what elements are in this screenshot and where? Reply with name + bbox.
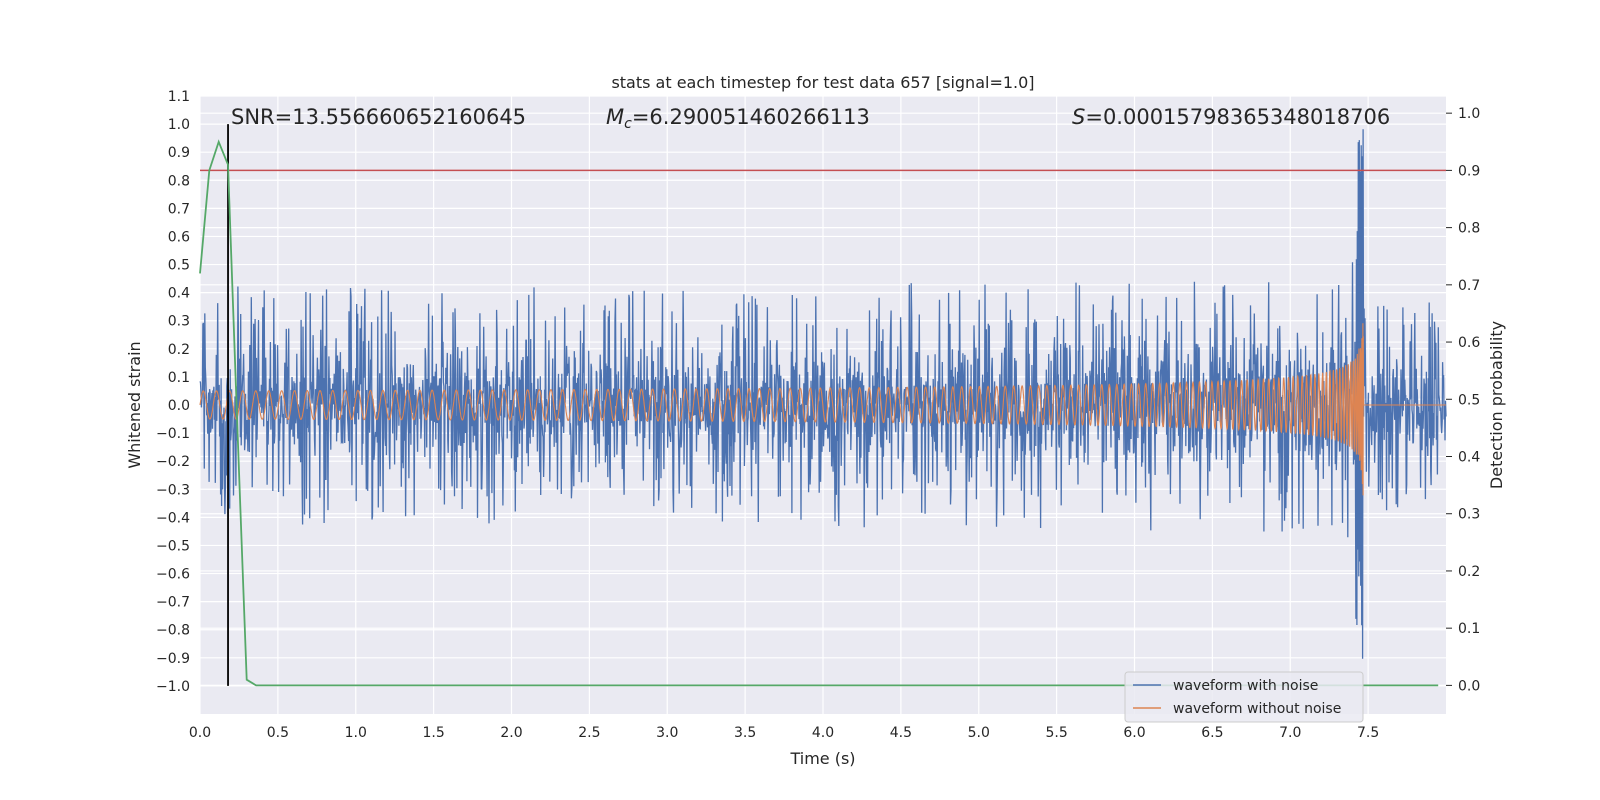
tick-labels: 0.0 0.5 1.0 1.5 2.0 2.5 3.0 3.5 4.0 4.5 5.0 5.5 6.0 6… [156,89,1480,741]
x-tick-label: 4.0 [812,725,834,741]
y2-tick-label: 1.0 [1458,106,1480,122]
snr-annotation: SNR=13.556660652160645 [231,105,526,129]
y2-tick-label: 0.1 [1458,621,1480,637]
waveforms [199,129,1447,659]
y-tick-label: 0.6 [168,229,190,245]
x-tick-label: 4.5 [890,725,912,741]
y2-tick-label: 0.0 [1458,678,1480,694]
x-tick-label: 7.0 [1279,725,1301,741]
y-tick-label: 0.2 [168,342,190,358]
x-tick-label: 5.5 [1045,725,1067,741]
legend: waveform with noise waveform without noi… [1124,671,1364,723]
y-tick-label: 0.8 [168,173,190,189]
detection-probability-line [199,139,1439,687]
x-tick-label: 2.5 [578,725,600,741]
y2-tick-label: 0.5 [1458,392,1480,408]
y-tick-label: 0.7 [168,201,190,217]
y2-tick-label: 0.7 [1458,278,1480,294]
x-tick-label: 3.5 [734,725,756,741]
y-tick-label: 0.0 [168,398,190,414]
y-tick-label: −0.9 [156,651,190,667]
y-tick-label: 0.5 [168,258,190,274]
s-value: =0.00015798365348018706 [1085,105,1390,129]
y2-tick-label: 0.8 [1458,221,1480,237]
mc-symbol: M [606,105,624,129]
chart-title: stats at each timestep for test data 657… [611,73,1034,92]
y-tick-label: −0.1 [156,426,190,442]
y2-tick-label: 0.6 [1458,335,1480,351]
y-tick-label: −1.0 [156,679,190,695]
y2-tick-label: 0.4 [1458,450,1480,466]
y-tick-label: 1.1 [168,89,190,105]
s-symbol: S [1072,105,1085,129]
x-tick-label: 6.0 [1123,725,1145,741]
s-annotation: S=0.00015798365348018706 [1072,105,1390,129]
x-tick-label: 0.0 [189,725,211,741]
noisy-waveform-line [199,129,1447,659]
x-tick-label: 7.5 [1357,725,1379,741]
x-tick-label: 1.5 [422,725,444,741]
y-tick-label: −0.7 [156,595,190,611]
y2-axis-label: Detection probability [1487,321,1506,489]
y2-tick-label: 0.2 [1458,564,1480,580]
x-tick-label: 0.5 [267,725,289,741]
y-axis-label: Whitened strain [125,341,144,468]
x-tick-label: 6.5 [1201,725,1223,741]
y-tick-label: 0.9 [168,145,190,161]
y2-tick-label: 0.3 [1458,507,1480,523]
y-tick-label: −0.3 [156,482,190,498]
y-tick-label: 0.4 [168,286,190,302]
legend-label-noise: waveform with noise [1173,678,1318,694]
y-tick-label: 0.1 [168,370,190,386]
mc-value: =6.290051460266113 [632,105,870,129]
chirp-mass-annotation: Mc=6.290051460266113 [606,105,870,132]
overlays [199,124,1446,687]
y-tick-label: −0.2 [156,454,190,470]
y-tick-label: −0.5 [156,538,190,554]
x-tick-label: 2.0 [500,725,522,741]
mc-subscript: c [624,116,632,132]
y2-tick-label: 0.9 [1458,163,1480,179]
y-tick-label: 0.3 [168,314,190,330]
x-tick-label: 3.0 [656,725,678,741]
y-tick-label: −0.6 [156,567,190,583]
y-tick-label: 1.0 [168,117,190,133]
clean-waveform-line [199,323,1446,496]
legend-label-clean: waveform without noise [1173,701,1341,717]
y-tick-label: −0.4 [156,510,190,526]
y-tick-label: −0.8 [156,623,190,639]
legend-box [1124,671,1364,723]
x-axis-label: Time (s) [789,749,855,768]
x-tick-label: 1.0 [345,725,367,741]
x-tick-label: 5.0 [968,725,990,741]
